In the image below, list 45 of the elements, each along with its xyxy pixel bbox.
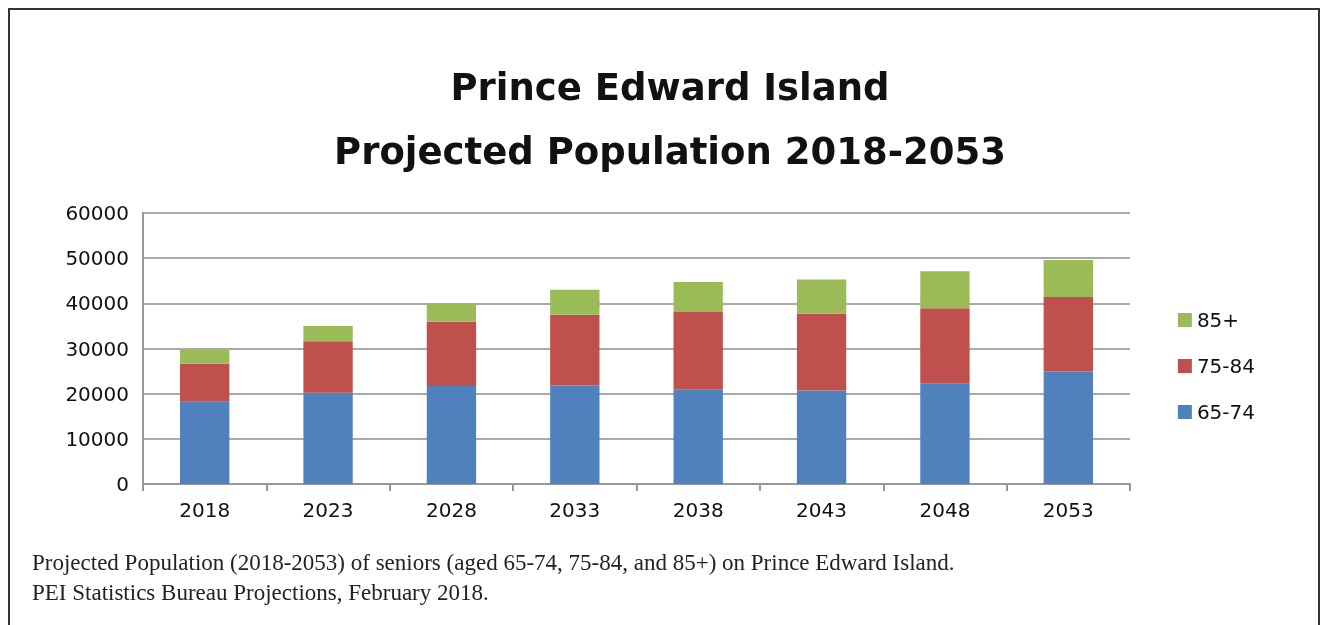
y-tick-label: 30000 — [65, 336, 129, 361]
bar — [1043, 259, 1093, 298]
y-tick-label: 0 — [116, 472, 129, 496]
bar — [673, 389, 723, 484]
x-tick-label: 2028 — [425, 498, 477, 522]
y-tick-label: 40000 — [65, 291, 129, 316]
bar — [303, 392, 353, 484]
x-tick-label: 2023 — [302, 498, 354, 522]
bar — [550, 289, 600, 315]
x-tick-label: 2033 — [549, 498, 601, 522]
y-tick-label: 20000 — [65, 381, 129, 406]
bar — [796, 390, 847, 484]
bar — [1043, 297, 1093, 372]
x-tick-label: 2048 — [919, 498, 971, 522]
bar — [303, 341, 353, 393]
x-tick-label: 2043 — [796, 498, 848, 522]
bar — [920, 271, 970, 309]
x-tick-label: 2053 — [1042, 498, 1094, 522]
bar — [550, 385, 600, 484]
text: PEI Statistics Bureau Projections, February 2018. — [32, 579, 490, 607]
legend-label: 75-84 — [1196, 354, 1256, 378]
legend-label: 65-74 — [1196, 400, 1256, 424]
bar — [1043, 371, 1093, 484]
bar — [550, 314, 600, 386]
bar — [180, 349, 230, 364]
bar — [673, 282, 723, 312]
bar — [180, 363, 230, 402]
bar — [796, 313, 847, 391]
bar — [426, 321, 477, 386]
bar — [920, 383, 970, 484]
y-tick-label: 50000 — [65, 246, 129, 271]
y-tick-label: 60000 — [65, 201, 129, 225]
bar — [303, 325, 353, 342]
text: Projected Population (2018-2053) of seniors (aged 65-74, 75-84, and 85+) on Prince Edward Island. — [32, 549, 955, 577]
bar — [426, 303, 477, 322]
legend-label: 85+ — [1196, 308, 1240, 332]
x-tick-label: 2018 — [179, 498, 231, 522]
x-tick-label: 2038 — [672, 498, 724, 522]
bar — [920, 308, 970, 384]
chart-title: Prince Edward Island Projected Population 2018-2053 — [334, 65, 1006, 173]
bar — [796, 279, 847, 314]
bar — [673, 311, 723, 390]
bar — [426, 385, 477, 484]
y-tick-label: 10000 — [65, 426, 129, 451]
bar — [180, 401, 230, 484]
